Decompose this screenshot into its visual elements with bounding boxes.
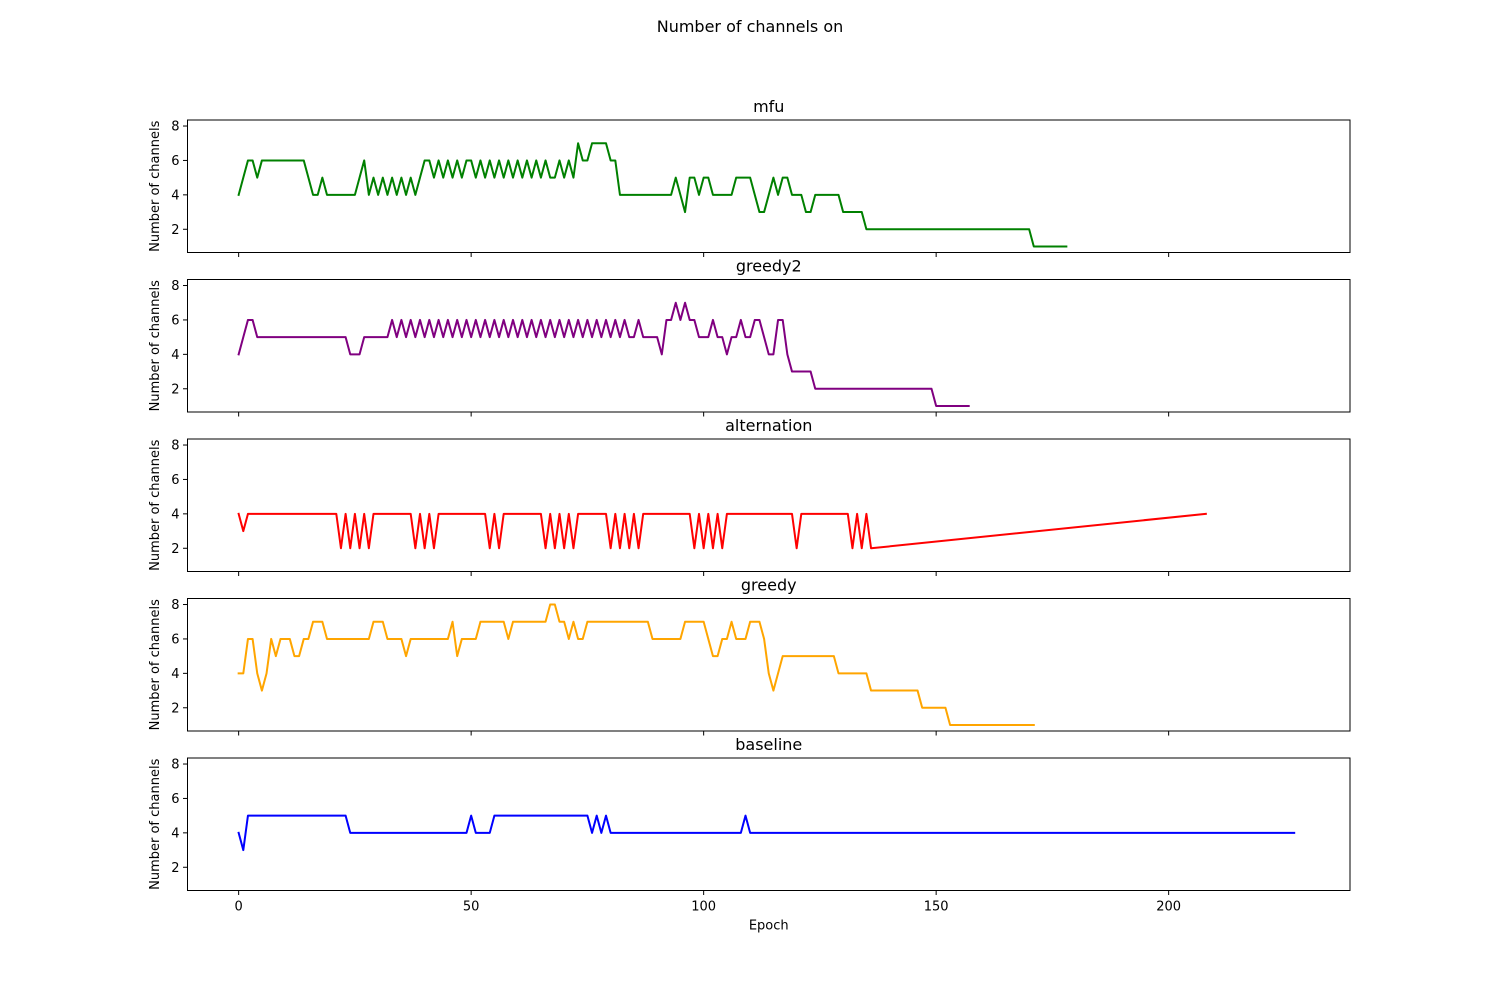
x-tick-label: 100 (691, 900, 716, 915)
subplot-greedy2: greedy2 2 4 6 8 Number of channels (148, 257, 1351, 417)
axes-frame-alternation (187, 438, 1351, 572)
subplot-greedy: greedy 2 4 6 8 Number of channels (148, 576, 1351, 736)
x-axis-label: Epoch (749, 919, 789, 934)
subplot-alternation: alternation 2 4 6 8 Number of channels (148, 416, 1351, 576)
figure-title: Number of channels on (656, 17, 844, 36)
y-tick-label: 2 (171, 701, 179, 716)
x-tick-label: 0 (235, 900, 243, 915)
y-tick-label: 4 (171, 826, 179, 841)
x-tick-label: 200 (1156, 900, 1181, 915)
y-axis-label-alternation: Number of channels (148, 439, 163, 570)
subplot-mfu: mfu 2 4 6 8 Number of channels (148, 97, 1351, 257)
y-tick-label: 6 (171, 154, 179, 169)
y-tick-label: 6 (171, 473, 179, 488)
axes-frame-greedy2 (187, 279, 1351, 413)
series-line-alternation (237, 512, 1207, 550)
y-axis-label-greedy: Number of channels (148, 599, 163, 730)
y-tick-label: 8 (171, 758, 179, 773)
y-tick-label: 6 (171, 632, 179, 647)
y-tick-label: 8 (171, 120, 179, 135)
subplot-title-greedy2: greedy2 (736, 257, 802, 276)
y-tick-label: 6 (171, 792, 179, 807)
y-tick-label: 2 (171, 223, 179, 238)
y-axis-label-mfu: Number of channels (148, 120, 163, 251)
subplot-title-greedy: greedy (741, 576, 797, 595)
y-tick-label: 4 (171, 507, 179, 522)
x-tick-label: 150 (924, 900, 949, 915)
y-tick-label: 2 (171, 861, 179, 876)
y-tick-label: 2 (171, 542, 179, 557)
series-line-greedy (237, 603, 1035, 726)
series-line-greedy2 (237, 301, 970, 407)
axes-frame-baseline (187, 757, 1351, 891)
x-tick-label: 50 (463, 900, 480, 915)
axes-frame-greedy (187, 598, 1351, 732)
subplot-baseline: baseline 2 4 6 8 0 50 100 150 200 Number of channe… (148, 735, 1351, 934)
y-tick-label: 8 (171, 598, 179, 613)
y-tick-label: 6 (171, 313, 179, 328)
y-tick-label: 4 (171, 348, 179, 363)
y-axis-label-greedy2: Number of channels (148, 280, 163, 411)
y-tick-label: 4 (171, 667, 179, 682)
subplot-title-alternation: alternation (725, 416, 812, 435)
y-tick-label: 8 (171, 279, 179, 294)
y-tick-label: 4 (171, 188, 179, 203)
series-line-baseline (237, 814, 1296, 852)
y-tick-label: 2 (171, 382, 179, 397)
subplot-title-baseline: baseline (735, 735, 802, 754)
y-tick-label: 8 (171, 439, 179, 454)
y-axis-label-baseline: Number of channels (148, 758, 163, 889)
subplot-title-mfu: mfu (753, 97, 784, 116)
series-line-mfu (237, 142, 1068, 248)
axes-frame-mfu (187, 119, 1351, 253)
